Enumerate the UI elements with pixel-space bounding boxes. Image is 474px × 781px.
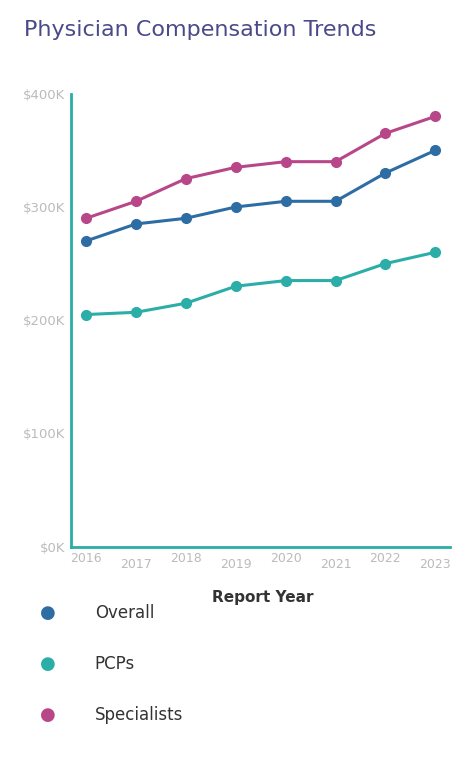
Text: PCPs: PCPs: [95, 654, 135, 673]
Text: 2017: 2017: [120, 558, 152, 571]
Text: 2020: 2020: [270, 552, 301, 565]
Text: ●: ●: [39, 604, 55, 622]
Text: Overall: Overall: [95, 604, 154, 622]
Text: 2016: 2016: [70, 552, 102, 565]
Text: ●: ●: [39, 705, 55, 724]
Text: 2023: 2023: [419, 558, 451, 571]
Text: 2021: 2021: [320, 558, 351, 571]
Text: 2019: 2019: [220, 558, 252, 571]
Text: 2018: 2018: [170, 552, 202, 565]
Text: ●: ●: [39, 654, 55, 673]
Text: Physician Compensation Trends: Physician Compensation Trends: [24, 20, 376, 40]
Text: Specialists: Specialists: [95, 705, 183, 724]
Text: 2022: 2022: [370, 552, 401, 565]
Text: Report Year: Report Year: [212, 590, 314, 604]
